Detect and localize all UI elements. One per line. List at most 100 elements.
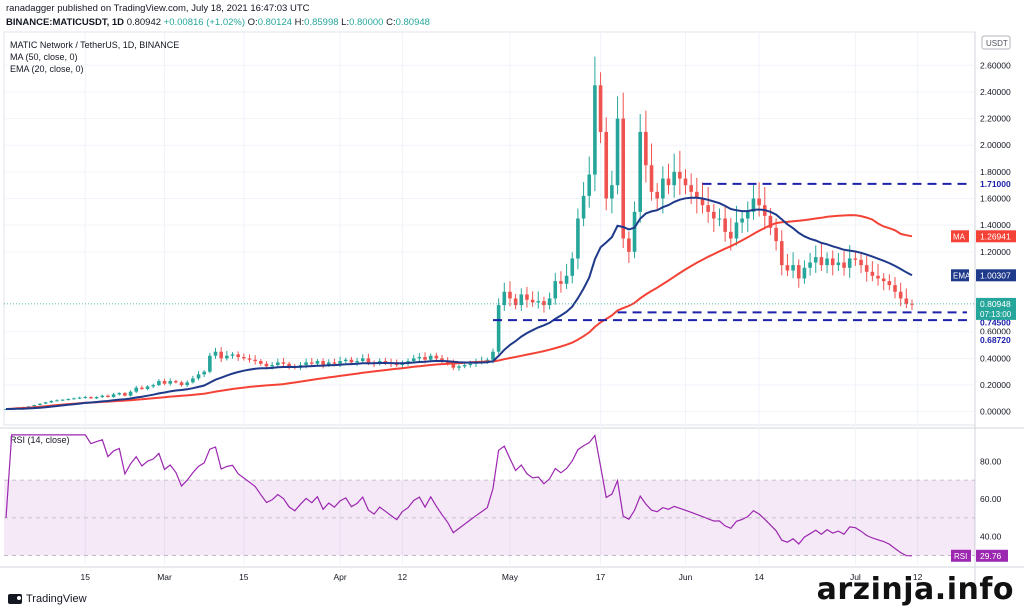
candle-body — [145, 386, 150, 390]
candle-body — [383, 361, 388, 363]
candle-body — [547, 298, 552, 306]
candle-body — [513, 298, 518, 306]
candle-body — [593, 85, 597, 175]
candle-body — [236, 354, 240, 358]
price-tick-label: 2.40000 — [980, 87, 1011, 97]
header-bar: ranadagger published on TradingView.com,… — [0, 0, 1024, 32]
candle-body — [168, 381, 173, 384]
price-tick-label: 0.00000 — [980, 407, 1011, 417]
candle-body — [276, 362, 280, 366]
candle-body — [434, 355, 439, 359]
symbol-ohlc-line: BINANCE:MATICUSDT, 1D 0.80942 +0.00816 (… — [6, 17, 430, 28]
candle-body — [757, 198, 761, 206]
rsi-title: RSI (14, close) — [10, 435, 70, 445]
candles-group — [4, 56, 914, 411]
candle-body — [38, 403, 42, 406]
open-label: O: — [247, 17, 258, 28]
candle-body — [819, 257, 824, 266]
candle-body — [66, 399, 71, 401]
candle-body — [428, 355, 433, 360]
candle-body — [610, 185, 614, 199]
time-tick-label: 12 — [398, 572, 408, 582]
candle-body — [700, 198, 705, 206]
candle-body — [808, 262, 812, 268]
candle-body — [360, 358, 365, 362]
candle-body — [587, 174, 592, 196]
candle-body — [230, 354, 235, 356]
candle-body — [576, 218, 580, 259]
time-tick-label: May — [502, 572, 519, 582]
last-price-badge — [976, 297, 1016, 320]
countdown-label: 07:13:00 — [980, 310, 1012, 319]
candle-body — [366, 358, 371, 363]
candle-body — [830, 258, 835, 266]
candle-body — [270, 365, 274, 367]
series-tag: MA — [953, 232, 966, 241]
candle-body — [304, 362, 308, 366]
candle-body — [581, 195, 586, 219]
level-label: 1.71000 — [980, 179, 1011, 189]
candle-body — [672, 171, 676, 186]
candle-body — [315, 361, 320, 364]
candle-body — [89, 397, 93, 399]
rsi-tag-bg — [951, 549, 971, 562]
tradingview-logo[interactable]: TradingView — [8, 593, 87, 605]
price-tick-label: 2.60000 — [980, 60, 1011, 70]
rsi-tick-label: 60.00 — [980, 494, 1002, 504]
rsi-tick-label: 80.00 — [980, 456, 1002, 466]
candle-body — [813, 257, 818, 263]
tradingview-brand: TradingView — [26, 593, 87, 605]
candle-body — [570, 258, 575, 276]
candle-body — [695, 191, 699, 199]
rsi-line — [5, 434, 913, 557]
candle-body — [123, 393, 127, 396]
candle-body — [332, 362, 337, 364]
price-tick-label: 1.60000 — [980, 194, 1011, 204]
time-tick-label: Mar — [157, 572, 172, 582]
candle-body — [689, 185, 693, 192]
candle-body — [60, 399, 65, 401]
candle-body — [638, 131, 642, 212]
level-label-bg — [976, 177, 1012, 190]
candle-body — [253, 359, 257, 362]
candle-body — [768, 215, 773, 228]
candle-body — [128, 391, 133, 396]
candle-body — [72, 398, 76, 400]
candle-body — [615, 118, 620, 186]
candle-body — [485, 359, 490, 362]
candle-body — [343, 359, 348, 362]
candle-body — [191, 378, 195, 383]
candle-body — [598, 85, 603, 132]
time-tick-label: 12 — [913, 572, 923, 582]
footer: TradingView — [0, 588, 1024, 610]
series-value-bg — [976, 269, 1016, 282]
series-value-label: 1.00307 — [980, 270, 1011, 280]
candle-body — [706, 205, 710, 212]
candle-body — [174, 381, 178, 383]
price-tick-label: 1.40000 — [980, 220, 1011, 230]
series-tag: EMA — [953, 271, 971, 280]
candle-body — [94, 397, 99, 399]
price-tick-label: 1.20000 — [980, 247, 1011, 257]
candle-body — [55, 400, 59, 402]
candle-body — [898, 291, 903, 299]
candle-body — [842, 262, 846, 268]
candle-body — [661, 178, 665, 199]
candle-body — [309, 362, 314, 364]
candle-body — [417, 357, 422, 359]
close-label: C: — [386, 17, 396, 28]
candle-body — [876, 275, 880, 279]
candle-body — [666, 178, 671, 186]
time-tick-label: Jun — [679, 572, 693, 582]
candle-body — [196, 374, 201, 379]
candle-body — [530, 299, 535, 303]
rsi-tick-label: 40.00 — [980, 532, 1002, 542]
series-tag-bg — [951, 230, 969, 243]
rsi-value-label: 29.76 — [980, 551, 1002, 561]
candle-body — [791, 265, 795, 271]
candle-body — [881, 278, 886, 282]
candle-body — [502, 291, 507, 306]
candle-body — [853, 258, 858, 260]
candle-body — [247, 358, 252, 360]
candle-body — [836, 262, 841, 266]
